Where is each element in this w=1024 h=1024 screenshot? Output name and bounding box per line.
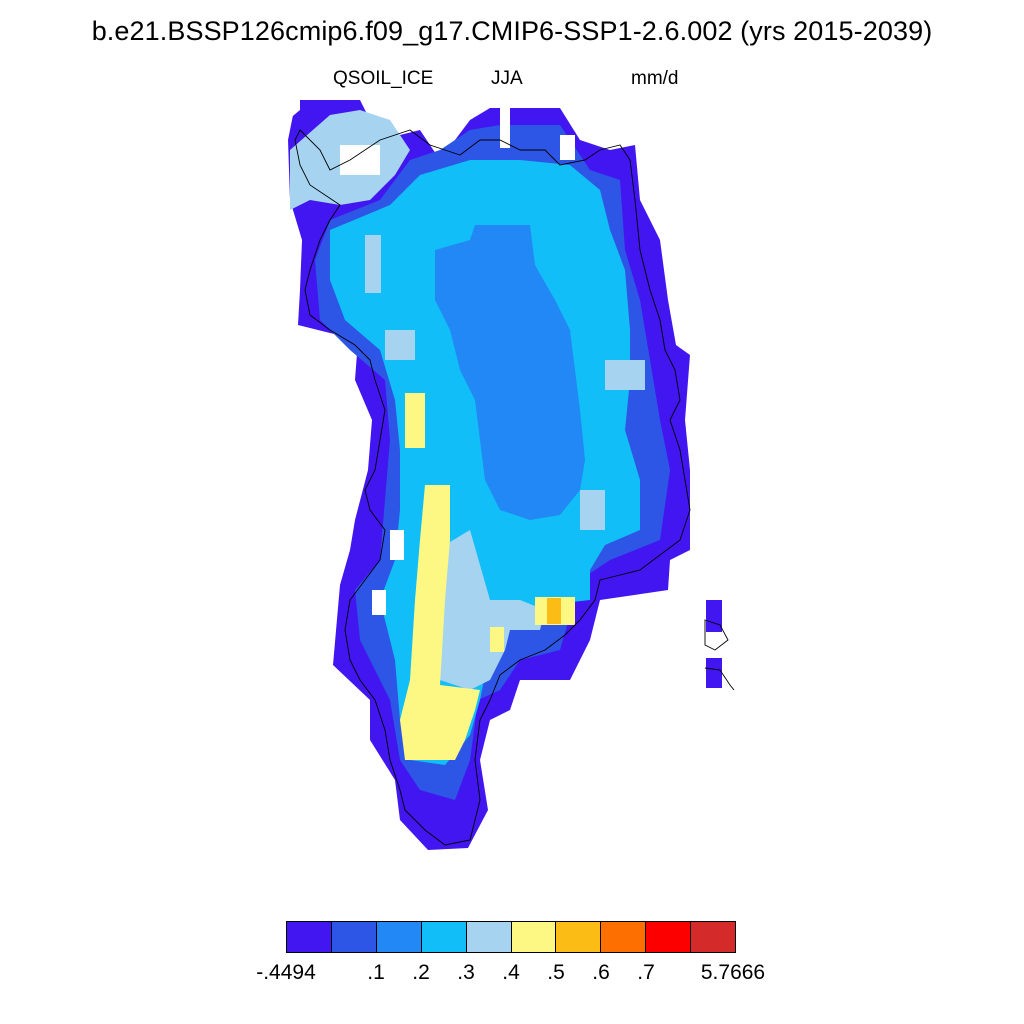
colorbar-swatch-6 <box>556 922 602 952</box>
colorbar <box>286 921 736 953</box>
map-yellow-zone <box>400 393 575 760</box>
colorbar-label: .3 <box>457 961 475 984</box>
map-orange-cell <box>547 598 561 624</box>
colorbar-label: .5 <box>547 961 565 984</box>
colorbar-label-min: -.4494 <box>256 961 316 984</box>
colorbar-swatch-3 <box>421 922 467 952</box>
colorbar-swatch-8 <box>646 922 692 952</box>
map-coastline <box>294 129 735 846</box>
map-islands <box>706 600 722 688</box>
colorbar-swatch-9 <box>691 922 736 952</box>
variable-label: QSOIL_ICE <box>333 68 434 89</box>
colorbar-swatch-7 <box>601 922 647 952</box>
season-label: JJA <box>491 68 523 89</box>
colorbar-label: .7 <box>637 961 655 984</box>
colorbar-label-max: 5.7666 <box>700 961 766 984</box>
colorbar-swatch-0 <box>287 922 332 952</box>
colorbar-swatch-5 <box>511 922 557 952</box>
map-white-gaps <box>288 100 575 615</box>
colorbar-label: .6 <box>592 961 610 984</box>
colorbar-label: .1 <box>367 961 385 984</box>
colorbar-label: .2 <box>412 961 430 984</box>
colorbar-swatch-4 <box>466 922 512 952</box>
units-label: mm/d <box>631 68 679 89</box>
colorbar-labels: -.4494 .1 .2 .3 .4 .5 .6 .7 5.7666 <box>0 961 1024 987</box>
colorbar-swatch-1 <box>331 922 377 952</box>
colorbar-label: .4 <box>502 961 520 984</box>
colorbar-swatch-2 <box>376 922 422 952</box>
map-ice-summit <box>435 225 585 520</box>
figure-title: b.e21.BSSP126cmip6.f09_g17.CMIP6-SSP1-2.… <box>91 16 933 46</box>
